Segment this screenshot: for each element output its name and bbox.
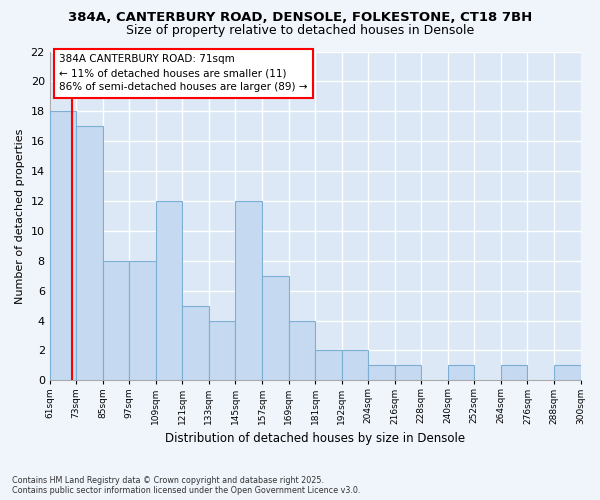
Bar [182,306,209,380]
Bar [129,261,156,380]
Bar [448,366,475,380]
Bar [341,350,368,380]
Bar [103,261,129,380]
Bar [50,112,76,380]
Text: 384A, CANTERBURY ROAD, DENSOLE, FOLKESTONE, CT18 7BH: 384A, CANTERBURY ROAD, DENSOLE, FOLKESTO… [68,11,532,24]
Text: Size of property relative to detached houses in Densole: Size of property relative to detached ho… [126,24,474,37]
Bar [315,350,341,380]
Bar [289,320,315,380]
Bar [395,366,421,380]
Bar [501,366,527,380]
Text: 384A CANTERBURY ROAD: 71sqm
← 11% of detached houses are smaller (11)
86% of sem: 384A CANTERBURY ROAD: 71sqm ← 11% of det… [59,54,307,92]
Y-axis label: Number of detached properties: Number of detached properties [15,128,25,304]
Text: Contains HM Land Registry data © Crown copyright and database right 2025.
Contai: Contains HM Land Registry data © Crown c… [12,476,361,495]
X-axis label: Distribution of detached houses by size in Densole: Distribution of detached houses by size … [165,432,465,445]
Bar [554,366,581,380]
Bar [76,126,103,380]
Bar [262,276,289,380]
Bar [209,320,235,380]
Bar [368,366,395,380]
Bar [235,201,262,380]
Bar [156,201,182,380]
